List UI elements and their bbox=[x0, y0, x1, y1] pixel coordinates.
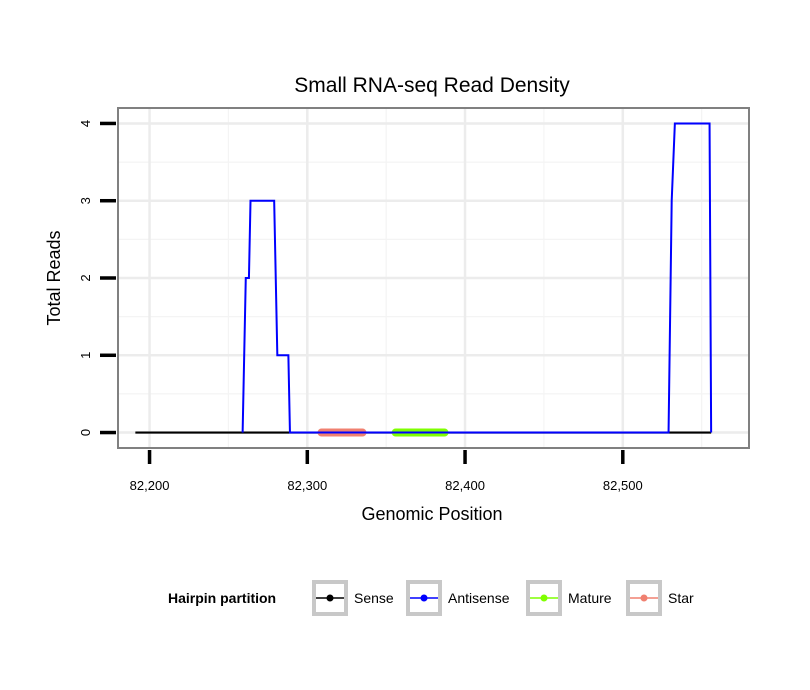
legend-key-point bbox=[420, 594, 428, 602]
x-tick-label: 82,200 bbox=[130, 478, 170, 493]
y-tick-label: 1 bbox=[78, 352, 93, 359]
y-axis-title: Total Reads bbox=[44, 230, 64, 325]
y-tick-label: 2 bbox=[78, 274, 93, 281]
legend: Hairpin partition Sense Antisense Mature St… bbox=[168, 580, 694, 616]
axes: 82,200 82,300 82,400 82,500 0 1 2 3 4 bbox=[78, 120, 643, 493]
legend-label-star: Star bbox=[668, 590, 694, 606]
y-tick-label: 0 bbox=[78, 429, 93, 436]
legend-key-point bbox=[326, 594, 334, 602]
x-tick-label: 82,300 bbox=[287, 478, 327, 493]
legend-title: Hairpin partition bbox=[168, 590, 276, 606]
chart-title: Small RNA-seq Read Density bbox=[294, 74, 570, 97]
legend-key-point bbox=[640, 594, 648, 602]
series-layer bbox=[135, 122, 713, 437]
y-tick-label: 4 bbox=[78, 120, 93, 127]
x-tick-label: 82,400 bbox=[445, 478, 485, 493]
series-line-antisense bbox=[241, 122, 713, 434]
legend-label-mature: Mature bbox=[568, 590, 612, 606]
legend-key-point bbox=[540, 594, 548, 602]
legend-item-antisense: Antisense bbox=[406, 580, 510, 616]
plot-border bbox=[117, 107, 750, 449]
x-tick-label: 82,500 bbox=[603, 478, 643, 493]
legend-item-mature: Mature bbox=[526, 580, 612, 616]
grid-lines bbox=[118, 108, 749, 448]
legend-label-antisense: Antisense bbox=[448, 590, 510, 606]
x-axis-title: Genomic Position bbox=[361, 504, 502, 524]
legend-label-sense: Sense bbox=[354, 590, 394, 606]
legend-item-star: Star bbox=[626, 580, 694, 616]
legend-item-sense: Sense bbox=[312, 580, 394, 616]
y-tick-label: 3 bbox=[78, 197, 93, 204]
